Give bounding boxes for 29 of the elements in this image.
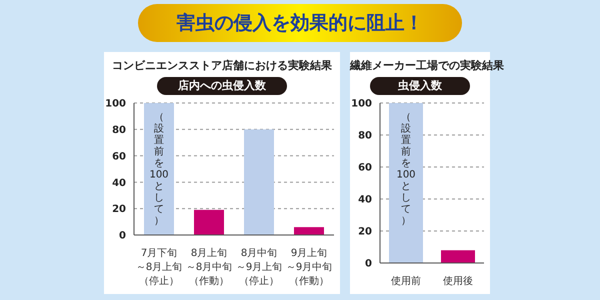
chart-title: 繊維メーカー工場での実験結果: [350, 58, 504, 73]
bar: [244, 129, 274, 235]
y-tick-label: 80: [358, 130, 372, 142]
bar: [194, 210, 224, 235]
bar: [144, 103, 174, 235]
x-tick-label: 8月上旬～8月中旬（作動）: [186, 247, 232, 287]
bar: [294, 227, 324, 235]
text: （設置前を100として）: [396, 112, 416, 226]
y-axis-title: 店内への虫侵入数: [157, 77, 287, 95]
x-tick-label: 使用前: [391, 275, 421, 287]
y-tick-label: 60: [112, 151, 126, 162]
text: 害虫の侵入を効果的に阻止！: [138, 4, 462, 42]
y-tick-label: 100: [105, 98, 126, 110]
y-axis-title: 虫侵入数: [370, 77, 470, 95]
y-tick-label: 20: [112, 204, 126, 216]
y-tick-label: 20: [358, 226, 372, 238]
x-tick-label: 7月下旬～8月上旬（停止）: [136, 247, 182, 287]
y-tick-label: 100: [351, 98, 372, 110]
x-tick-label: 9月上旬～9月中旬（作動）: [286, 247, 332, 287]
y-tick-label: 80: [112, 124, 126, 136]
y-tick-label: 60: [358, 162, 372, 174]
x-tick-label: 8月中旬～9月上旬（停止）: [236, 247, 282, 287]
chart-title: コンビニエンスストア店舗における実験結果: [111, 58, 333, 73]
x-tick-label: 使用後: [443, 275, 473, 287]
y-tick-label: 0: [119, 230, 126, 242]
y-tick-label: 40: [112, 178, 126, 189]
text: （設置前を100として）: [149, 112, 169, 226]
y-tick-label: 0: [365, 258, 372, 270]
y-tick-label: 40: [358, 194, 372, 206]
